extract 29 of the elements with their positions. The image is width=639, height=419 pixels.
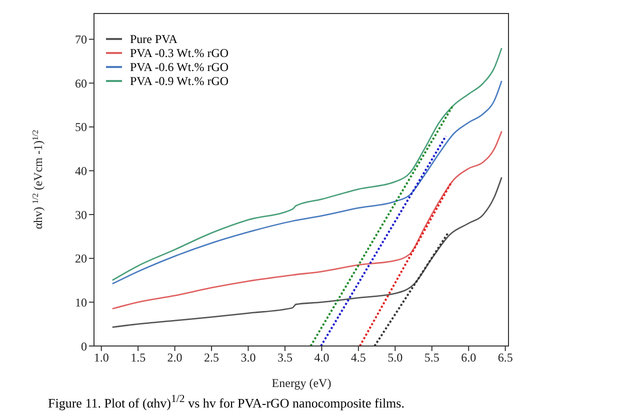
y-tick-label: 40 [75, 164, 87, 178]
y-tick-label: 70 [75, 32, 87, 47]
y-tick-label: 30 [75, 208, 87, 222]
legend-label: Pure PVA [130, 32, 178, 46]
legend-label: PVA -0.6 Wt.% rGO [130, 60, 229, 74]
x-tick-label: 6.0 [461, 350, 476, 365]
legend-label: PVA -0.9 Wt.% rGO [130, 74, 229, 88]
x-tick-label: 5.0 [388, 350, 403, 365]
y-tick-label: 60 [75, 76, 87, 90]
legend-label: PVA -0.3 Wt.% rGO [130, 46, 229, 60]
x-tick-label: 4.5 [350, 350, 366, 365]
x-tick-label: 2.5 [204, 350, 220, 365]
x-tick-label: 3.5 [277, 350, 292, 365]
x-tick-label: 3.0 [240, 350, 256, 365]
x-tick-label: 2.0 [167, 350, 182, 365]
x-tick-label: 4.0 [314, 350, 330, 365]
line-series [112, 47, 502, 281]
caption: Figure 11. Plot of (αhv)$^{1/2}$ vs hv for PVA-rGO nanocomposite films. [48, 393, 406, 412]
x-tick-label: 5.5 [424, 350, 440, 365]
y-tick-label: 20 [75, 252, 87, 266]
y-tick-label: 10 [75, 295, 87, 310]
y-tick-label: 0 [81, 339, 87, 354]
line-series [112, 176, 502, 328]
y-tick-label: 50 [75, 120, 87, 134]
x-tick-label: 1.5 [130, 350, 146, 365]
x-axis-title: Energy (eV) [272, 376, 332, 390]
x-tick-label: 1.0 [94, 350, 109, 365]
x-tick-label: 6.5 [498, 350, 513, 365]
line-series [112, 130, 502, 310]
